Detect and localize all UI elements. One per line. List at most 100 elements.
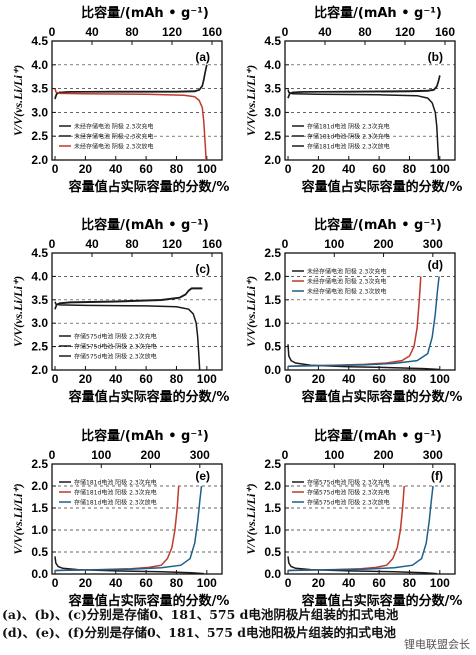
panel-label: (d) bbox=[428, 258, 443, 272]
top-tick-label: 300 bbox=[423, 237, 443, 251]
plot-frame bbox=[51, 252, 223, 371]
y-tick-label: 3.5 bbox=[264, 82, 281, 96]
x-axis-title: 容量值占实际容量的分数/% bbox=[68, 179, 230, 195]
x-tick-label: 60 bbox=[139, 372, 153, 386]
x-tick-label: 0 bbox=[52, 576, 59, 590]
y-tick-label: 1.5 bbox=[264, 293, 281, 307]
legend-entry: 存储181d电池 阳极 2.3次充电 bbox=[74, 479, 157, 487]
y-axis-title: V/V(vs.Li/Li⁺) bbox=[244, 276, 258, 347]
y-tick-label: 2.5 bbox=[264, 129, 281, 143]
panel-label: (a) bbox=[195, 50, 210, 64]
legend-entry: 存储181d电池 阳极 2.3次放电 bbox=[74, 499, 157, 507]
x-tick-label: 20 bbox=[79, 162, 93, 176]
y-tick-label: 2.0 bbox=[31, 363, 48, 377]
panel-label: (f) bbox=[431, 469, 443, 483]
top-tick-label: 200 bbox=[374, 237, 394, 251]
y-tick-label: 1.0 bbox=[31, 523, 48, 537]
y-tick-label: 1.5 bbox=[31, 501, 48, 515]
top-axis-title: 比容量/(mAh • g⁻¹) bbox=[314, 428, 442, 444]
series-line bbox=[287, 276, 440, 368]
legend-entry: 存储181d电池 阳极 2.3次充电 bbox=[74, 489, 157, 497]
panel-label: (b) bbox=[428, 50, 443, 64]
x-tick-label: 0 bbox=[52, 162, 59, 176]
top-tick-label: 80 bbox=[125, 25, 139, 39]
top-tick-label: 160 bbox=[435, 25, 455, 39]
x-tick-label: 20 bbox=[79, 576, 93, 590]
top-tick-label: 40 bbox=[85, 237, 99, 251]
x-tick-label: 60 bbox=[139, 576, 153, 590]
y-tick-label: 0.5 bbox=[264, 340, 281, 354]
series-line bbox=[54, 88, 207, 161]
y-tick-label: 3.5 bbox=[31, 293, 48, 307]
plot-frame bbox=[284, 252, 456, 371]
top-axis-title: 比容量/(mAh • g⁻¹) bbox=[81, 5, 209, 21]
plot-frame bbox=[284, 463, 456, 575]
x-tick-label: 100 bbox=[197, 576, 217, 590]
legend-entry: 存储181d电池 阴极 2.3次充电 bbox=[307, 133, 390, 141]
y-tick-label: 2.5 bbox=[31, 129, 48, 143]
x-tick-label: 100 bbox=[197, 162, 217, 176]
top-tick-label: 80 bbox=[125, 237, 139, 251]
top-axis-title: 比容量/(mAh • g⁻¹) bbox=[314, 5, 442, 21]
y-axis-title: V/V(vs.Li/Li⁺) bbox=[244, 65, 258, 136]
x-tick-label: 100 bbox=[430, 162, 450, 176]
series-line bbox=[54, 301, 201, 371]
top-tick-label: 0 bbox=[49, 25, 56, 39]
plot-frame bbox=[51, 40, 223, 161]
top-tick-label: 0 bbox=[282, 448, 289, 462]
legend-entry: 存储575d电池 阳极 2.3次充电 bbox=[307, 479, 390, 487]
y-tick-label: 2.5 bbox=[264, 457, 281, 471]
x-tick-label: 40 bbox=[109, 162, 123, 176]
legend-entry: 存储181d电池 阴极 2.3次充电 bbox=[307, 123, 390, 131]
x-axis-title: 容量值占实际容量的分数/% bbox=[68, 389, 230, 405]
x-tick-label: 40 bbox=[109, 372, 123, 386]
caption-line-2: (d)、(e)、(f)分别是存储0、181、575 d电池阳极片组装的扣式电池 bbox=[2, 625, 397, 640]
series-line bbox=[287, 485, 434, 572]
y-tick-label: 2.5 bbox=[31, 457, 48, 471]
y-tick-label: 4.0 bbox=[264, 58, 281, 72]
y-tick-label: 1.0 bbox=[264, 316, 281, 330]
top-tick-label: 0 bbox=[282, 237, 289, 251]
x-tick-label: 80 bbox=[170, 372, 184, 386]
top-tick-label: 40 bbox=[85, 25, 99, 39]
x-tick-label: 60 bbox=[139, 162, 153, 176]
y-tick-label: 4.5 bbox=[264, 34, 281, 48]
x-tick-label: 100 bbox=[197, 372, 217, 386]
y-tick-label: 1.5 bbox=[264, 501, 281, 515]
x-tick-label: 80 bbox=[403, 162, 417, 176]
x-tick-label: 100 bbox=[430, 372, 450, 386]
legend-entry: 未经存储电池 阳极 2.3次充电 bbox=[307, 278, 386, 286]
y-tick-label: 2.0 bbox=[31, 479, 48, 493]
x-tick-label: 20 bbox=[312, 372, 326, 386]
legend-entry: 存储575d电池 阴极 2.3次充电 bbox=[74, 333, 157, 341]
y-tick-label: 4.5 bbox=[31, 246, 48, 260]
y-tick-label: 0.5 bbox=[31, 545, 48, 559]
top-axis-title: 比容量/(mAh • g⁻¹) bbox=[314, 217, 442, 233]
y-tick-label: 4.0 bbox=[31, 269, 48, 283]
legend-entry: 存储575d电池 阳极 2.3次放电 bbox=[307, 499, 390, 507]
legend-entry: 存储575d电池 阳极 2.3次充电 bbox=[307, 489, 390, 497]
y-tick-label: 2.0 bbox=[264, 153, 281, 167]
top-tick-label: 120 bbox=[395, 25, 415, 39]
y-axis-title: V/V(vs.Li/Li⁺) bbox=[11, 276, 25, 347]
top-tick-label: 120 bbox=[162, 25, 182, 39]
x-axis-title: 容量值占实际容量的分数/% bbox=[68, 593, 230, 609]
x-tick-label: 40 bbox=[342, 162, 356, 176]
y-tick-label: 0.5 bbox=[264, 545, 281, 559]
y-tick-label: 3.0 bbox=[31, 105, 48, 119]
x-tick-label: 20 bbox=[312, 162, 326, 176]
top-tick-label: 160 bbox=[202, 237, 222, 251]
x-tick-label: 60 bbox=[372, 372, 386, 386]
y-tick-label: 2.0 bbox=[31, 153, 48, 167]
y-tick-label: 0.0 bbox=[264, 363, 281, 377]
y-axis-title: V/V(vs.Li/Li⁺) bbox=[11, 483, 25, 554]
y-tick-label: 3.5 bbox=[31, 82, 48, 96]
top-tick-label: 40 bbox=[318, 25, 332, 39]
series-line bbox=[287, 556, 437, 575]
top-tick-label: 0 bbox=[49, 448, 56, 462]
caption-line-1: (a)、(b)、(c)分别是存储0、181、575 d电池阴极片组装的扣式电池 bbox=[2, 607, 399, 622]
